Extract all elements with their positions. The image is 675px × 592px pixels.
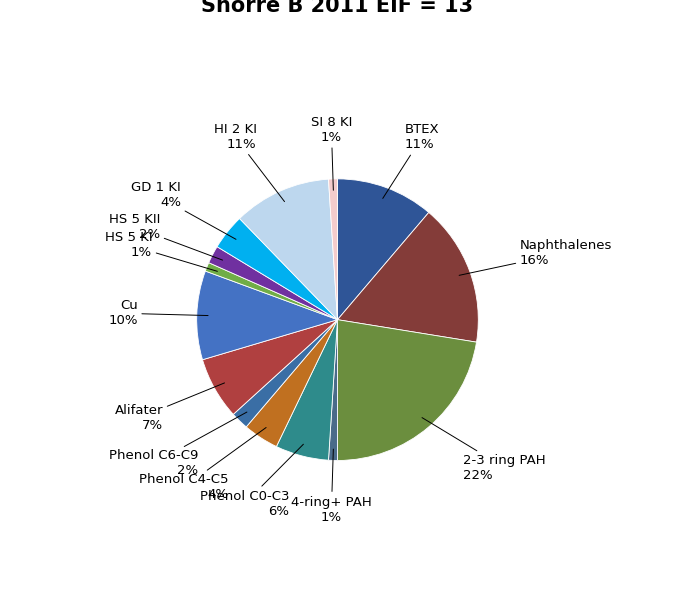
Text: HS 5 KII
2%: HS 5 KII 2% [109,213,223,260]
Wedge shape [329,179,338,320]
Text: Cu
10%: Cu 10% [108,300,208,327]
Title: Snorre B 2011 EIF = 13: Snorre B 2011 EIF = 13 [201,0,474,17]
Wedge shape [329,320,338,461]
Wedge shape [276,320,338,460]
Wedge shape [338,213,479,342]
Text: GD 1 KI
4%: GD 1 KI 4% [132,181,236,239]
Text: HI 2 KI
11%: HI 2 KI 11% [213,123,285,202]
Text: 2-3 ring PAH
22%: 2-3 ring PAH 22% [422,417,546,482]
Text: Alifater
7%: Alifater 7% [115,383,225,432]
Text: SI 8 KI
1%: SI 8 KI 1% [310,115,352,190]
Wedge shape [234,320,338,427]
Text: 4-ring+ PAH
1%: 4-ring+ PAH 1% [291,449,372,524]
Wedge shape [196,271,338,360]
Text: BTEX
11%: BTEX 11% [383,123,439,198]
Wedge shape [209,247,338,320]
Wedge shape [217,218,338,320]
Text: Phenol C4-C5
4%: Phenol C4-C5 4% [139,427,266,501]
Wedge shape [240,179,338,320]
Text: Phenol C0-C3
6%: Phenol C0-C3 6% [200,444,303,517]
Wedge shape [338,179,429,320]
Wedge shape [205,263,338,320]
Text: Phenol C6-C9
2%: Phenol C6-C9 2% [109,412,247,477]
Wedge shape [338,320,477,461]
Wedge shape [246,320,338,446]
Text: Naphthalenes
16%: Naphthalenes 16% [459,239,612,275]
Text: HS 5 KI
1%: HS 5 KI 1% [105,231,217,271]
Wedge shape [202,320,338,414]
